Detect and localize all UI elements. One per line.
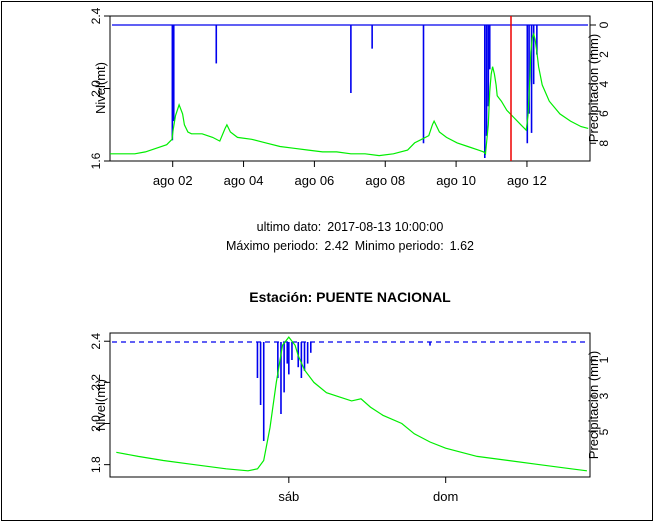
chart1-xtick-label: ago 08	[365, 173, 405, 188]
chart2-y2label: Precipitacion (mm)	[586, 351, 601, 459]
chart2-group: 1.8 2.0 2.2 2.4 1 3 5 sáb dom Nivel(mt) Precipit…	[89, 332, 611, 504]
info-last-value: 2017-08-13 10:00:00	[327, 220, 443, 234]
chart2-y2tick-label: 3	[597, 392, 611, 399]
info-block: ultimo dato: 2017-08-13 10:00:00 Máximo p…	[226, 220, 474, 253]
chart2-xtick-label: dom	[433, 489, 458, 504]
chart1-ylabel: Nivel(mt)	[93, 62, 108, 114]
chart2-ytick-label: 1.8	[89, 456, 103, 473]
chart1-ytick-label: 2.0	[89, 80, 103, 97]
info-max-label: Máximo periodo:	[226, 239, 318, 253]
chart1-y2tick-label: 2	[597, 51, 611, 58]
info-max-value: 2.42	[324, 239, 348, 253]
chart2-y2tick-label: 1	[597, 356, 611, 363]
chart1-y2tick-label: 0	[597, 21, 611, 28]
chart1-y2tick-label: 6	[597, 110, 611, 117]
chart2-level-line	[116, 336, 587, 472]
chart2-xtick-label: sáb	[278, 489, 299, 504]
info-maxmin-line: Máximo periodo: 2.42 Minimo periodo: 1.62	[226, 239, 474, 253]
chart2-plot-area	[109, 332, 591, 478]
chart1-xtick-label: ago 10	[436, 173, 476, 188]
chart1-xtick-label: ago 06	[295, 173, 335, 188]
chart1-xtick-label: ago 02	[153, 173, 193, 188]
info-last-label: ultimo dato:	[257, 220, 322, 234]
chart1-group: 1.6 2.0 2.4 0 2 4 6 8 ago 02 ago 04 ago 06 ago 08 ag…	[89, 7, 611, 188]
chart2-y2tick-label: 5	[597, 428, 611, 435]
chart1-y2tick-label: 8	[597, 140, 611, 147]
info-last-line: ultimo dato: 2017-08-13 10:00:00	[257, 220, 444, 234]
info-min-label: Minimo periodo:	[355, 239, 444, 253]
chart1-y2label: Precipitacion (mm)	[586, 34, 601, 142]
chart2-ytick-label: 2.4	[89, 333, 103, 350]
chart1-y2tick-label: 4	[597, 80, 611, 87]
station-title: Estación: PUENTE NACIONAL	[249, 289, 451, 305]
chart1-xtick-label: ago 12	[507, 173, 547, 188]
info-min-value: 1.62	[450, 239, 474, 253]
chart1-ytick-label: 2.4	[89, 7, 103, 24]
chart2-ylabel: Nivel(mt)	[93, 379, 108, 431]
chart2-ytick-label: 2.2	[89, 374, 103, 391]
chart1-level-line	[110, 32, 589, 157]
chart2-ytick-label: 2.0	[89, 415, 103, 432]
chart1-xtick-label: ago 04	[224, 173, 264, 188]
chart1-ytick-label: 1.6	[89, 152, 103, 169]
